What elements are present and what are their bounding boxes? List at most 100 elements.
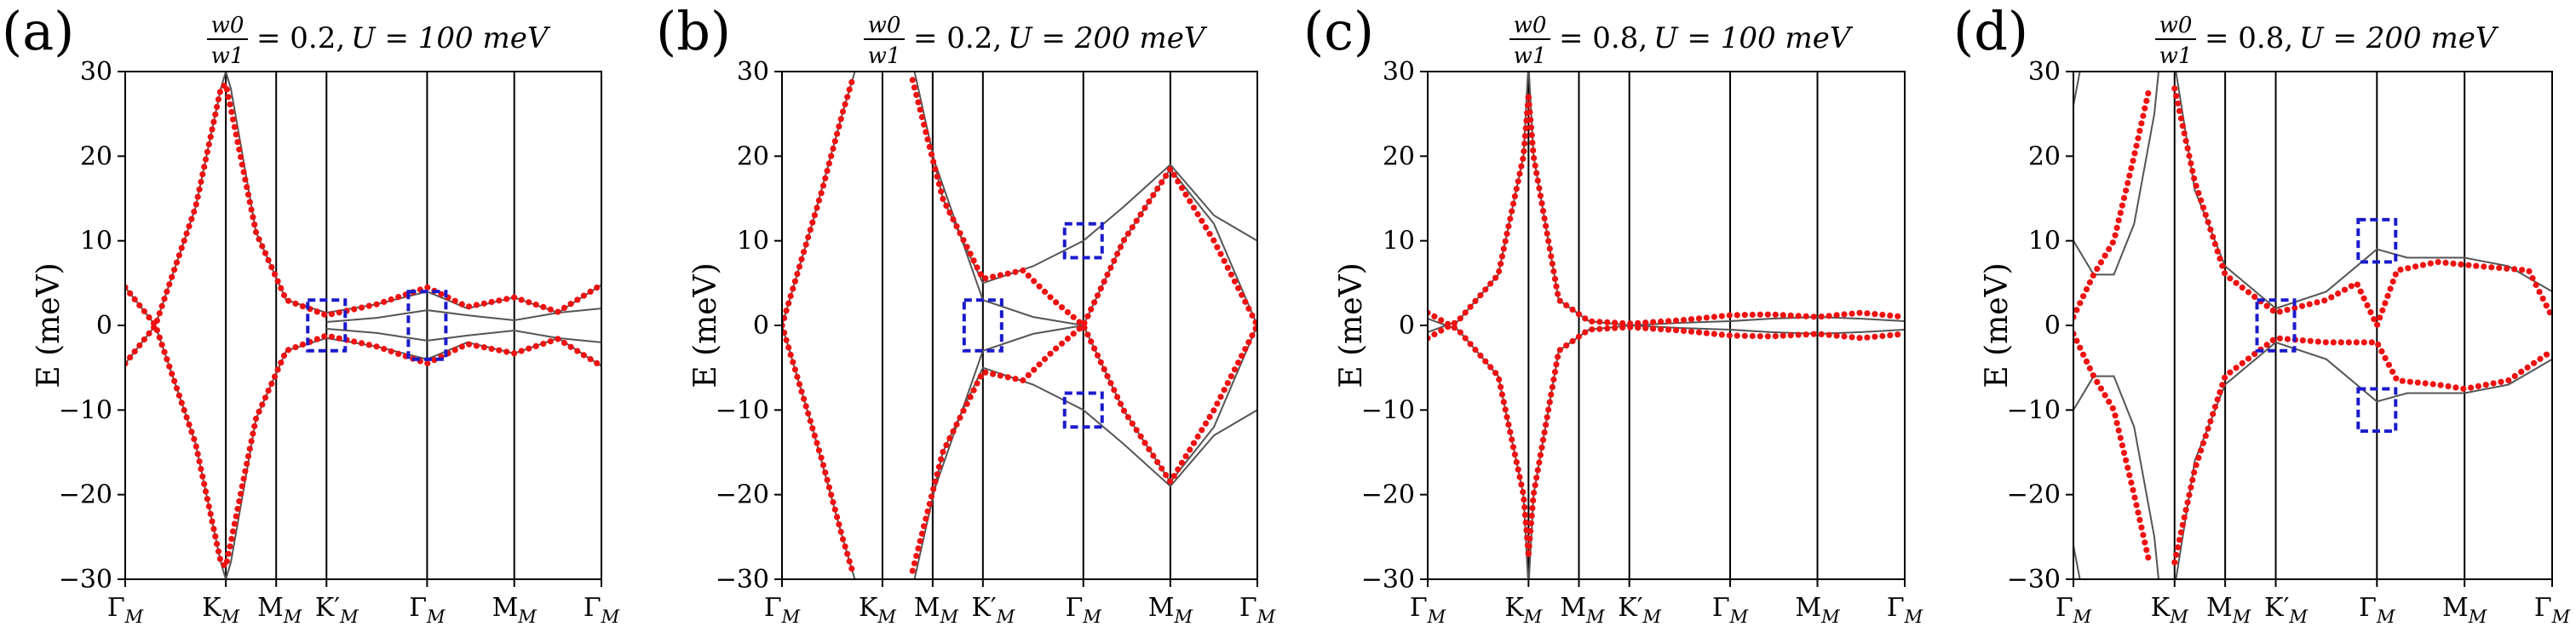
projected-point [1081, 325, 1088, 331]
title-ratio-denominator: w1 [1514, 43, 1547, 69]
projected-point [1498, 383, 1504, 390]
projected-point [2406, 378, 2413, 385]
projected-point [2328, 294, 2335, 301]
panel-3: −30 −20 −10 0 10 20 30 ΓM KM MM K′M ΓM MM ΓM E (meV) (c… [1303, 0, 1923, 627]
projected-point [231, 520, 238, 527]
projected-point [431, 357, 438, 364]
projected-point [2379, 307, 2386, 313]
projected-point [1502, 406, 1509, 413]
projected-point [2357, 288, 2364, 295]
projected-point [1527, 124, 1534, 131]
projected-point [2202, 211, 2209, 218]
projected-point [946, 210, 953, 216]
projected-point [842, 101, 848, 107]
projected-point [2086, 365, 2093, 372]
projected-point [2202, 433, 2209, 440]
projected-point [2109, 405, 2116, 411]
projected-point [924, 508, 931, 515]
projected-point [830, 498, 837, 506]
projected-point [2184, 499, 2191, 506]
projected-point [960, 237, 967, 244]
projected-point [242, 468, 249, 474]
projected-point [1543, 422, 1550, 428]
title-ratio-value: = 0.8, [1559, 21, 1647, 55]
projected-point [2488, 264, 2495, 271]
projected-point [1210, 237, 1217, 244]
projected-point [1036, 283, 1043, 290]
projected-point [1159, 465, 1165, 472]
projected-point [924, 136, 931, 143]
projected-point [1221, 387, 1228, 394]
projected-point [503, 348, 510, 355]
projected-point [1224, 380, 1231, 387]
projected-point [1124, 414, 1131, 421]
projected-point [1818, 331, 1825, 337]
projected-point [2393, 375, 2400, 382]
projected-point [831, 138, 838, 145]
projected-point [2321, 297, 2328, 304]
projected-point [259, 401, 266, 408]
projected-point [921, 523, 928, 530]
y-axis-label: E (meV) [688, 262, 723, 388]
projected-point [1549, 383, 1555, 390]
y-tick-label: −10 [2007, 395, 2061, 425]
projected-point [251, 423, 258, 429]
projected-point [1451, 319, 1458, 326]
projected-point [1563, 302, 1570, 308]
projected-point [2094, 378, 2101, 385]
projected-point [1534, 467, 1541, 474]
projected-point [2217, 256, 2223, 262]
projected-point [251, 221, 258, 228]
projected-point [280, 352, 288, 359]
projected-point [1887, 312, 1894, 319]
projected-point [1528, 132, 1535, 139]
projected-point [1500, 399, 1507, 405]
projected-point [1504, 414, 1510, 421]
title-ratio-denominator: w1 [2159, 43, 2193, 69]
projected-point [1703, 314, 1710, 321]
projected-point [496, 347, 503, 354]
projected-point [1658, 318, 1665, 325]
projected-point [2073, 337, 2080, 344]
projected-point [2175, 100, 2182, 107]
projected-point [2337, 339, 2344, 346]
projected-point [199, 171, 206, 178]
projected-point [2385, 361, 2392, 368]
projected-point [2360, 339, 2367, 346]
projected-point [1507, 216, 1514, 222]
projected-point [1231, 366, 1239, 373]
projected-point [1249, 332, 1256, 339]
projected-point [2405, 265, 2412, 272]
projected-point [2490, 380, 2497, 387]
panel-letter: (c) [1303, 0, 1374, 62]
projected-point [1726, 332, 1733, 339]
projected-point [2205, 425, 2211, 432]
projected-point [2199, 204, 2207, 211]
projected-point [587, 356, 594, 363]
projected-point [1529, 504, 1536, 512]
projected-point [1810, 331, 1817, 337]
projected-point [2109, 239, 2116, 246]
projected-point [794, 373, 801, 380]
projected-point [828, 152, 835, 159]
y-tick-label: 10 [737, 227, 769, 256]
projected-point [1550, 267, 1557, 275]
projected-point [1533, 474, 1540, 481]
projected-point [1496, 267, 1503, 275]
projected-point [1031, 278, 1038, 285]
projected-point [1012, 268, 1019, 275]
x-tick-label: KM [859, 593, 896, 627]
axes-frame [1427, 71, 1906, 580]
projected-point [1457, 315, 1463, 322]
plot-area [2073, 72, 2552, 579]
projected-point [127, 290, 134, 296]
projected-point [957, 230, 963, 237]
highlight-box [406, 290, 448, 361]
projected-point [967, 394, 974, 400]
projected-point [209, 126, 216, 133]
projected-point [175, 252, 182, 259]
projected-point [2140, 532, 2147, 538]
highlight-box [2356, 217, 2398, 264]
projected-point [1431, 331, 1438, 338]
projected-point [188, 216, 195, 222]
